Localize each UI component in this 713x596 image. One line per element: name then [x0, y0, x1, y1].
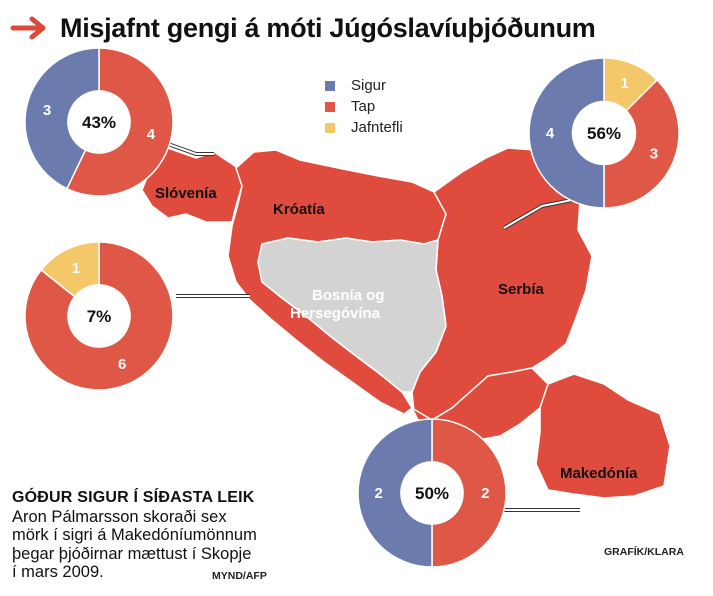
map-region-bosnia	[257, 237, 447, 393]
leader-line-slovenia-inner	[167, 143, 214, 155]
photo-credit: MYND/AFP	[212, 570, 267, 582]
label-croatia: Króatía	[273, 201, 325, 218]
donut-hole	[571, 100, 637, 166]
donut-krata: 6 1 7%	[24, 241, 174, 391]
slice-label-sigur: 3	[43, 102, 51, 119]
slice-label-tap: 2	[481, 485, 489, 502]
donut-serba: 1 3 4 56%	[528, 57, 680, 209]
legend-item-loss: Tap	[325, 96, 403, 117]
right-arrow-icon	[10, 16, 46, 40]
donut-hole	[400, 461, 464, 525]
caption-heading: GÓÐUR SIGUR Í SÍÐASTA LEIK	[12, 489, 255, 506]
page-title: Misjafnt gengi á móti Júgóslavíuþjóðunum	[60, 12, 596, 43]
slice-label-tap: 4	[147, 126, 156, 143]
slice-label-sigur: 2	[375, 485, 383, 502]
legend: Sigur Tap Jafntefli	[325, 75, 403, 138]
donut-hole	[67, 90, 131, 154]
legend-item-draw: Jafntefli	[325, 117, 403, 138]
win-percentage-label: 43%	[82, 113, 116, 132]
slice-tap	[24, 241, 174, 391]
caption-line: í mars 2009.	[12, 563, 104, 581]
map-region-slovenia	[141, 147, 243, 223]
slice-label-sigur: 4	[546, 125, 555, 142]
legend-swatch-loss	[325, 101, 335, 112]
legend-label-draw: Jafntefli	[351, 119, 403, 136]
title-row: Misjafnt gengi á móti Júgóslavíuþjóðunum	[10, 8, 596, 48]
label-macedonia: Makedónía	[560, 465, 638, 482]
graphic-credit: GRAFÍK/KLARA	[604, 546, 684, 558]
caption: GÓÐUR SIGUR Í SÍÐASTA LEIK Aron Pálmarss…	[12, 489, 302, 582]
win-percentage-label: 50%	[415, 484, 449, 503]
legend-swatch-draw	[325, 122, 335, 133]
label-bosnia-line2: Hersegóvína	[290, 305, 381, 322]
legend-item-win: Sigur	[325, 75, 403, 96]
slice-label-tap: 3	[650, 146, 658, 163]
map-region-macedonia	[535, 373, 671, 499]
caption-line: þegar þjóðirnar mættust í Skopje	[12, 544, 252, 563]
donut-hole	[67, 284, 131, 348]
win-percentage-label: 56%	[587, 124, 621, 143]
slice-label-tap: 6	[118, 356, 126, 373]
legend-label-loss: Tap	[351, 98, 376, 115]
slice-sigur	[528, 57, 605, 209]
donut-makedna: 2 2 50%	[357, 418, 507, 568]
slice-label-jafntefli: 1	[620, 75, 628, 92]
label-bosnia-line1: Bosnía og	[312, 287, 385, 304]
caption-line: mörk í sigri á Makedóníumönnum	[12, 526, 257, 544]
leader-lines	[167, 142, 580, 512]
slice-tap	[603, 78, 680, 209]
legend-swatch-win	[325, 80, 335, 91]
win-percentage-label: 7%	[87, 307, 112, 326]
legend-label-win: Sigur	[351, 77, 387, 94]
slice-tap	[431, 418, 507, 568]
label-slovenia: Slóvenía	[155, 185, 217, 202]
slice-sigur	[357, 418, 433, 568]
caption-line: Aron Pálmarsson skoraði sex	[12, 507, 227, 526]
map-labels: Slóvenía Króatía Serbía Makedónía Bosnía…	[155, 185, 638, 482]
donut-charts: 4 3 43% 6 1 7% 1 3 4 56% 2 2 50%	[24, 47, 680, 568]
slice-label-jafntefli: 1	[72, 260, 80, 277]
slice-sigur	[24, 47, 100, 190]
donut-slvena: 4 3 43%	[24, 47, 174, 197]
leader-line-serbia-inner	[503, 199, 573, 229]
label-serbia: Serbía	[498, 281, 545, 298]
